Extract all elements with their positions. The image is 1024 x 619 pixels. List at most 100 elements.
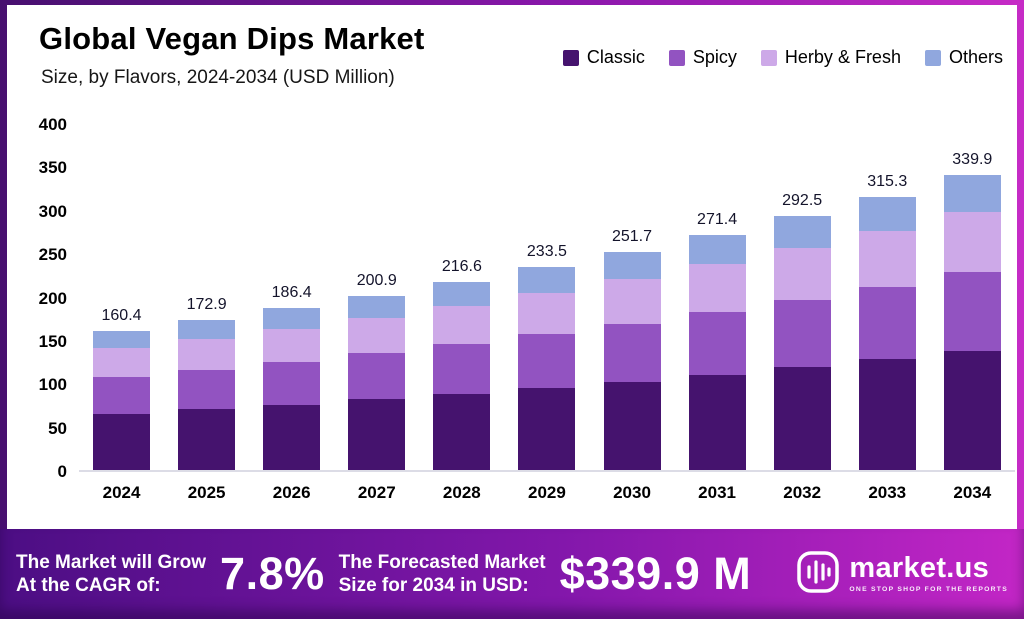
bar-stack [603, 251, 661, 470]
bar-segment-herby-fresh [433, 305, 491, 345]
bar-segment-others [263, 308, 321, 329]
chart-card: Global Vegan Dips Market Size, by Flavor… [7, 5, 1017, 529]
legend: Classic Spicy Herby & Fresh Others [562, 47, 1003, 68]
brand-logo: market.us One Stop Shop For The Reports [796, 550, 1008, 599]
bar-segment-classic [518, 387, 576, 470]
bar-total-label: 251.7 [611, 227, 653, 245]
legend-swatch [924, 49, 941, 66]
bar-segment-classic [348, 399, 406, 470]
bar-segment-classic [263, 404, 321, 470]
bar-segment-classic [688, 374, 746, 470]
marketus-logo-icon [796, 550, 840, 599]
bar-segment-spicy [773, 300, 831, 368]
x-axis-label: 2024 [102, 483, 141, 502]
y-axis-tick: 50 [48, 418, 67, 438]
bar-segment-herby-fresh [263, 328, 321, 362]
bar-segment-others [603, 251, 661, 279]
plot-columns: 160.4 172.9 186.4 200.9 216.6 233.5 251.7 271.4… [79, 125, 1015, 470]
bar-column: 315.3 [845, 125, 930, 470]
bar-segment-herby-fresh [688, 264, 746, 313]
bar-column: 216.6 [419, 125, 504, 470]
cagr-value: 7.8% [220, 548, 325, 599]
cagr-label-line2: At the CAGR of: [16, 575, 161, 596]
bar-segment-herby-fresh [518, 292, 576, 335]
cagr-label-line1: The Market will Grow [16, 551, 207, 573]
bar-column: 271.4 [675, 125, 760, 470]
x-axis-label: 2028 [442, 483, 481, 502]
legend-label: Spicy [692, 47, 737, 67]
bar-stack [348, 295, 406, 470]
legend-label: Others [948, 47, 1003, 67]
bar-column: 292.5 [760, 125, 845, 470]
bar-column: 200.9 [334, 125, 419, 470]
bar-segment-others [348, 295, 406, 318]
y-axis-tick: 250 [38, 245, 67, 265]
bar-segment-herby-fresh [348, 317, 406, 354]
bar-segment-spicy [348, 353, 406, 400]
bar-stack [943, 175, 1001, 470]
bar-segment-classic [943, 350, 1001, 470]
bar-segment-herby-fresh [773, 248, 831, 301]
y-axis-tick: 100 [38, 375, 67, 395]
bar-segment-spicy [943, 272, 1001, 351]
x-axis-labels: 2024 2025 2026 2027 2028 2029 2030 2031 2032 2033… [79, 483, 1015, 503]
bar-total-label: 216.6 [441, 258, 482, 276]
bar-stack [178, 320, 236, 470]
bar-segment-others [93, 330, 151, 349]
y-axis-tick: 400 [38, 115, 67, 134]
bar-segment-classic [603, 381, 661, 470]
x-axis-label: 2026 [272, 483, 311, 502]
bar-stack [93, 330, 151, 470]
bar-column: 172.9 [164, 125, 249, 470]
legend-swatch [562, 49, 579, 66]
forecast-label-line2: Size for 2034 in USD: [338, 575, 529, 596]
bar-segment-spicy [178, 369, 236, 410]
legend-label: Classic [586, 47, 645, 67]
forecast-value: $339.9 M [559, 548, 752, 599]
bar-segment-spicy [263, 361, 321, 405]
bar-stack [433, 282, 491, 470]
bar-stack [858, 196, 916, 470]
bar-column: 339.9 [930, 125, 1015, 470]
y-axis-tick: 200 [38, 288, 67, 308]
x-axis-label: 2034 [953, 483, 992, 502]
bar-stack [688, 234, 746, 470]
legend-item-others: Others [924, 47, 1003, 68]
bar-total-label: 339.9 [952, 151, 993, 169]
bar-segment-spicy [433, 344, 491, 394]
x-axis-label: 2027 [357, 483, 396, 502]
bar-segment-spicy [858, 286, 916, 360]
bar-segment-herby-fresh [858, 230, 916, 287]
x-axis-label: 2032 [783, 483, 822, 502]
bar-segment-herby-fresh [603, 278, 661, 324]
bar-segment-classic [773, 367, 831, 470]
legend-swatch [760, 49, 777, 66]
bar-segment-spicy [518, 334, 576, 388]
bar-segment-classic [858, 359, 916, 470]
bar-segment-classic [433, 393, 491, 470]
bar-stack [263, 308, 321, 470]
brand-text: market.us One Stop Shop For The Reports [849, 554, 1008, 594]
bar-total-label: 315.3 [867, 172, 908, 190]
bar-segment-others [943, 175, 1001, 212]
y-axis-tick: 350 [38, 158, 67, 178]
bar-column: 233.5 [504, 125, 589, 470]
bar-segment-classic [178, 409, 236, 470]
bar-segment-spicy [93, 376, 151, 414]
bar-segment-classic [93, 413, 151, 470]
bar-total-label: 160.4 [101, 306, 142, 324]
brand-tagline: One Stop Shop For The Reports [849, 586, 1008, 594]
x-axis-label: 2030 [613, 483, 651, 502]
y-axis: 0 50 100 150 200 250 300 350 400 [19, 115, 67, 481]
bar-total-label: 233.5 [526, 243, 567, 261]
bar-segment-others [178, 320, 236, 339]
x-axis-label: 2029 [528, 483, 566, 502]
x-axis-label: 2033 [868, 483, 907, 502]
bar-column: 251.7 [590, 125, 675, 470]
bar-total-label: 271.4 [697, 210, 738, 228]
bar-column: 186.4 [249, 125, 334, 470]
bar-stack [518, 267, 576, 470]
bar-total-label: 200.9 [356, 271, 397, 289]
bar-segment-herby-fresh [93, 348, 151, 377]
